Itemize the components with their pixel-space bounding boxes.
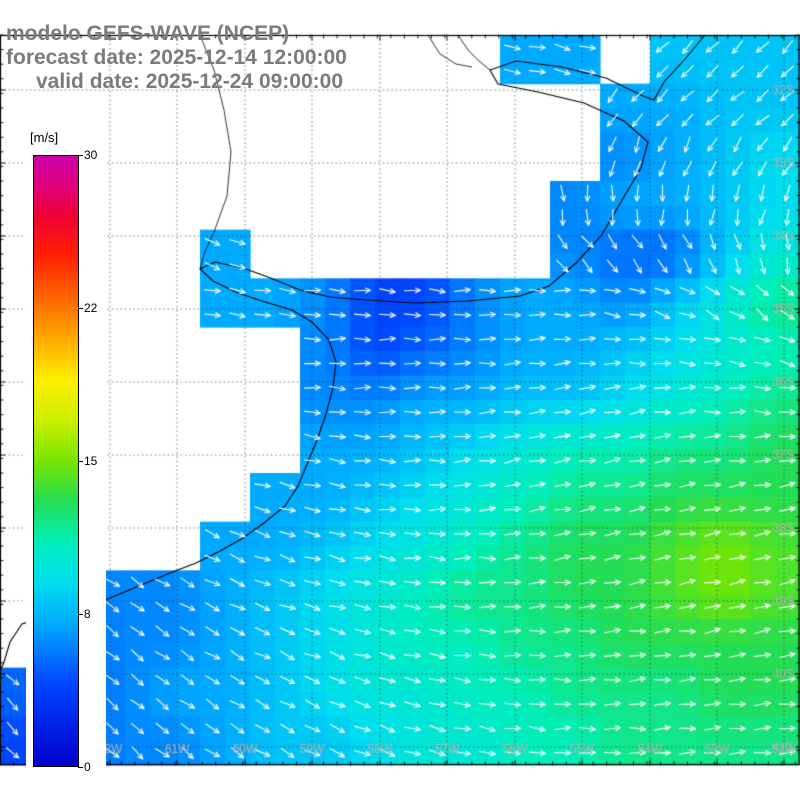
- colorbar-tickmark: [78, 155, 83, 156]
- colorbar-tickmark: [78, 614, 83, 615]
- valid-date-label: valid date: 2025-12-24 09:00:00: [36, 70, 344, 93]
- colorbar-tickmark: [78, 767, 83, 768]
- colorbar: [m/s] 30 22 15 8 0: [26, 126, 106, 778]
- colorbar-tickmark: [78, 308, 83, 309]
- colorbar-tick-label: 8: [84, 607, 91, 621]
- model-title: modelo GEFS-WAVE (NCEP): [6, 22, 290, 45]
- plot-titles: modelo GEFS-WAVE (NCEP) forecast date: 2…: [6, 22, 347, 94]
- forecast-date-label: forecast date: 2025-12-14 12:00:00: [6, 46, 347, 69]
- colorbar-tick-label: 0: [84, 760, 91, 774]
- colorbar-tick-label: 22: [84, 301, 98, 315]
- colorbar-tick-label: 30: [84, 148, 98, 162]
- colorbar-tickmark: [78, 461, 83, 462]
- colorbar-tick-label: 15: [84, 454, 98, 468]
- colorbar-gradient: [33, 155, 79, 767]
- colorbar-unit-label: [m/s]: [30, 130, 59, 145]
